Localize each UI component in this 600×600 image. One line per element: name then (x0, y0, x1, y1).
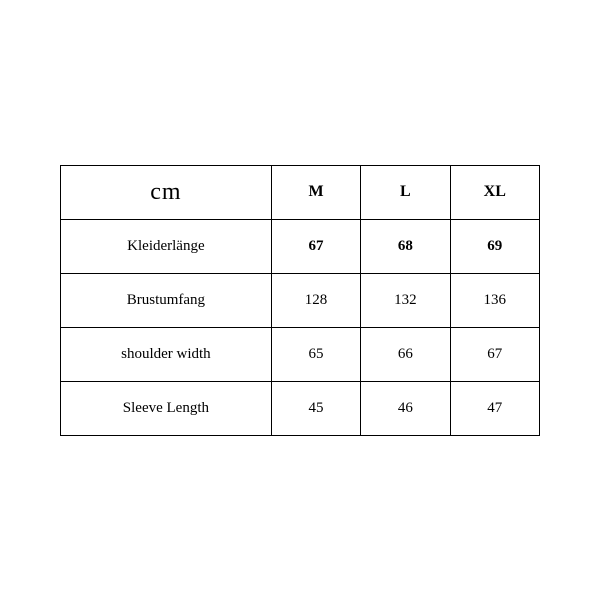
cell-value: 128 (271, 273, 360, 327)
unit-header: cm (61, 165, 272, 219)
row-label: Kleiderlänge (61, 219, 272, 273)
size-header: M (271, 165, 360, 219)
cell-value: 66 (361, 327, 450, 381)
table-row: Brustumfang 128 132 136 (61, 273, 540, 327)
row-label: shoulder width (61, 327, 272, 381)
cell-value: 46 (361, 381, 450, 435)
size-table: cm M L XL Kleiderlänge 67 68 69 Brustumf… (60, 165, 540, 436)
cell-value: 69 (450, 219, 539, 273)
size-table-container: cm M L XL Kleiderlänge 67 68 69 Brustumf… (60, 165, 540, 436)
size-header: L (361, 165, 450, 219)
table-header-row: cm M L XL (61, 165, 540, 219)
cell-value: 47 (450, 381, 539, 435)
size-header: XL (450, 165, 539, 219)
table-row: shoulder width 65 66 67 (61, 327, 540, 381)
cell-value: 68 (361, 219, 450, 273)
cell-value: 67 (271, 219, 360, 273)
table-row: Kleiderlänge 67 68 69 (61, 219, 540, 273)
cell-value: 65 (271, 327, 360, 381)
row-label: Sleeve Length (61, 381, 272, 435)
row-label: Brustumfang (61, 273, 272, 327)
cell-value: 45 (271, 381, 360, 435)
cell-value: 132 (361, 273, 450, 327)
cell-value: 67 (450, 327, 539, 381)
table-row: Sleeve Length 45 46 47 (61, 381, 540, 435)
cell-value: 136 (450, 273, 539, 327)
